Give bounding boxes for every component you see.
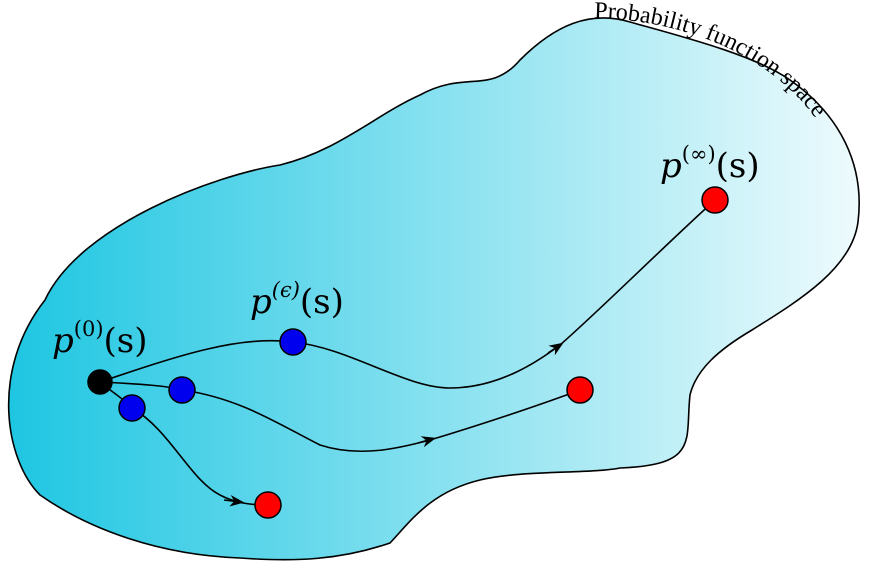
start-node — [87, 369, 113, 395]
final-node-bottom — [254, 491, 282, 519]
final-node-middle — [566, 376, 594, 404]
final-node-infinity — [701, 186, 729, 214]
intermediate-node-eps — [279, 328, 307, 356]
trajectory-top — [99, 199, 716, 389]
label-p-zero: p(0)(s) — [52, 317, 148, 361]
trajectory-top-arrow — [547, 342, 564, 356]
trajectory-bottom-arrow — [223, 495, 245, 507]
probability-space-region — [7, 17, 860, 561]
label-p-epsilon: p(ϵ)(s) — [250, 278, 344, 322]
intermediate-node-lower — [118, 394, 146, 422]
label-p-infinity: p(∞)(s) — [660, 142, 760, 186]
intermediate-node-middle — [168, 376, 196, 404]
trajectory-middle-arrow — [417, 436, 437, 448]
